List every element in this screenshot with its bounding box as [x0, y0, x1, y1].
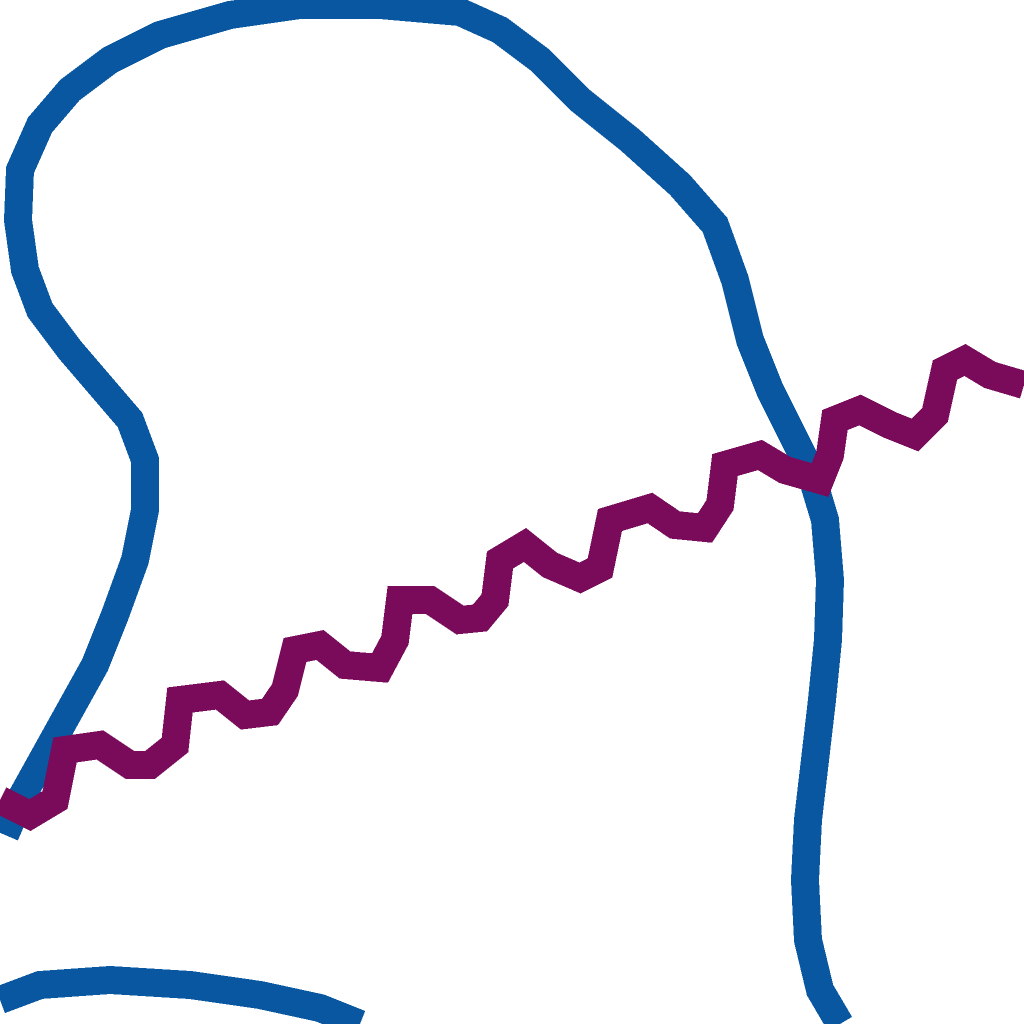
purple-wavy-line	[0, 344, 1024, 831]
blue-bottom-curve	[0, 965, 366, 1024]
blue-loop-curve	[0, 0, 853, 1024]
